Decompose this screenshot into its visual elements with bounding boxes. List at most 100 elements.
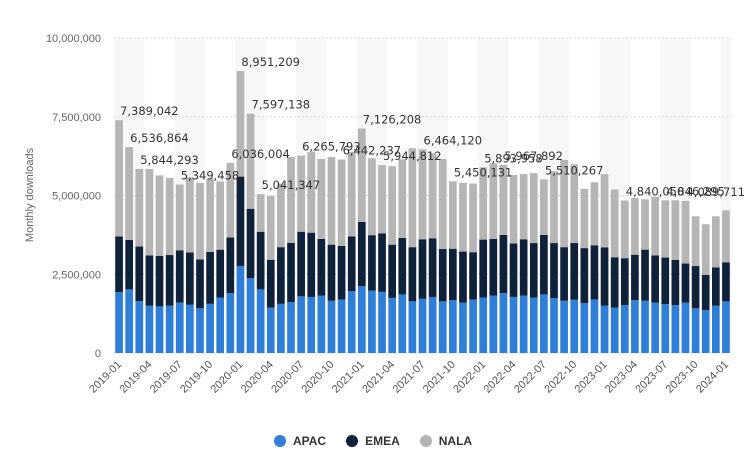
bar-nala-2021-10: [449, 181, 457, 249]
bar-apac-2023-09: [681, 302, 690, 353]
bar-nala-2023-11: [701, 224, 710, 275]
x-tick-label: 2022-01: [451, 359, 488, 396]
bar-apac-2021-10: [449, 300, 457, 353]
bar-emea-2021-03: [378, 233, 386, 292]
bar-emea-2023-05: [641, 249, 649, 301]
bar-emea-2020-07: [297, 231, 305, 297]
bar-emea-2022-02: [489, 238, 498, 296]
data-label-2021-01: 7,126,208: [363, 113, 422, 127]
bar-apac-2020-08: [307, 296, 316, 353]
bar-apac-2024-01: [722, 301, 730, 353]
bar-apac-2023-02: [610, 307, 619, 353]
legend-label-emea: EMEA: [365, 434, 400, 448]
bar-apac-2022-09: [560, 300, 568, 353]
bar-nala-2022-07: [540, 179, 548, 235]
data-label-2023-03: 4,840,050: [626, 185, 685, 199]
bar-nala-2023-12: [711, 216, 720, 268]
bar-emea-2019-04: [145, 255, 154, 306]
bar-nala-2021-07: [418, 149, 427, 240]
bar-apac-2019-04: [145, 305, 154, 353]
bar-nala-2021-09: [438, 158, 447, 250]
legend-item-emea[interactable]: EMEA: [346, 434, 400, 448]
bar-emea-2020-03: [256, 231, 265, 290]
data-label-2019-03: 5,844,293: [140, 153, 199, 167]
bar-apac-2023-12: [711, 305, 720, 353]
x-tick-label: 2020-01: [209, 359, 246, 396]
bar-emea-2023-11: [701, 274, 710, 311]
bar-apac-2019-09: [196, 308, 204, 353]
bar-emea-2022-04: [509, 243, 518, 297]
bar-nala-2023-08: [671, 200, 680, 260]
bar-nala-2022-05: [519, 174, 528, 240]
x-tick-label: 2020-04: [239, 359, 276, 396]
x-tick-label: 2021-10: [421, 359, 458, 396]
bar-emea-2023-02: [610, 257, 619, 308]
bar-nala-2019-03: [135, 168, 144, 247]
bar-apac-2022-05: [519, 295, 528, 353]
bar-nala-2019-10: [206, 178, 214, 252]
bar-apac-2022-07: [540, 294, 548, 353]
x-tick-label: 2023-10: [664, 359, 701, 396]
bar-apac-2022-08: [550, 298, 558, 353]
bar-nala-2019-08: [186, 177, 194, 253]
bar-apac-2021-09: [438, 301, 447, 353]
bar-apac-2019-10: [206, 303, 214, 353]
bar-nala-2022-10: [570, 164, 579, 244]
bar-emea-2021-11: [459, 251, 467, 303]
x-tick-label: 2021-04: [360, 359, 397, 396]
bar-apac-2019-08: [186, 304, 194, 353]
x-tick-label: 2021-07: [391, 359, 428, 396]
bar-nala-2021-06: [408, 148, 417, 248]
data-label-2020-02: 7,597,138: [252, 98, 311, 112]
bar-emea-2022-06: [529, 243, 538, 298]
legend-item-nala[interactable]: NALA: [419, 434, 472, 448]
bar-apac-2020-02: [246, 278, 255, 353]
x-tick-label: 2020-10: [300, 359, 337, 396]
bar-apac-2021-01: [357, 286, 366, 353]
bar-emea-2023-08: [671, 259, 680, 306]
bar-nala-2020-02: [246, 113, 255, 209]
bar-emea-2020-12: [347, 236, 356, 292]
bar-emea-2019-11: [216, 249, 225, 298]
bar-emea-2022-03: [499, 234, 508, 294]
bar-nala-2023-01: [600, 174, 609, 248]
bar-nala-2021-01: [357, 128, 366, 222]
legend-item-apac[interactable]: APAC: [273, 434, 326, 448]
bar-emea-2021-02: [368, 235, 376, 291]
bar-apac-2023-10: [691, 308, 700, 353]
bar-emea-2022-08: [550, 243, 558, 299]
bar-nala-2022-02: [489, 163, 498, 239]
bar-apac-2022-10: [570, 299, 579, 353]
bar-nala-2021-08: [428, 153, 437, 239]
bar-emea-2021-05: [398, 238, 407, 295]
bar-apac-2021-06: [408, 301, 417, 353]
bar-nala-2019-07: [175, 184, 184, 251]
x-tick-label: 2019-01: [87, 359, 124, 396]
bar-emea-2019-12: [226, 237, 235, 294]
bar-emea-2021-09: [438, 249, 447, 302]
bar-apac-2021-07: [418, 298, 427, 353]
bar-emea-2022-09: [560, 247, 568, 301]
bar-nala-2022-08: [550, 171, 558, 244]
bar-apac-2023-01: [600, 305, 609, 353]
x-tick-label: 2023-07: [633, 359, 670, 396]
bar-emea-2020-08: [307, 232, 316, 297]
bar-emea-2019-08: [186, 252, 194, 305]
bar-nala-2020-05: [277, 183, 285, 248]
bar-apac-2023-04: [631, 300, 639, 353]
y-axis-ticks: 0 2,500,000 5,000,000 7,500,000 10,000,000: [46, 33, 101, 360]
data-label-2022-07: 5,510,267: [545, 163, 604, 177]
bar-nala-2019-12: [226, 162, 235, 238]
bar-emea-2023-07: [661, 257, 670, 305]
bar-apac-2021-11: [459, 302, 467, 353]
bar-apac-2019-02: [125, 289, 134, 353]
bar-emea-2023-06: [651, 255, 659, 303]
bar-nala-2023-07: [661, 200, 670, 258]
bar-apac-2019-05: [155, 306, 164, 353]
bar-emea-2021-06: [408, 247, 417, 302]
bar-apac-2020-12: [347, 291, 356, 353]
bar-nala-2022-04: [509, 175, 518, 244]
bar-emea-2021-04: [388, 244, 396, 298]
legend-swatch-apac: [273, 435, 286, 447]
bar-nala-2019-01: [115, 120, 123, 237]
